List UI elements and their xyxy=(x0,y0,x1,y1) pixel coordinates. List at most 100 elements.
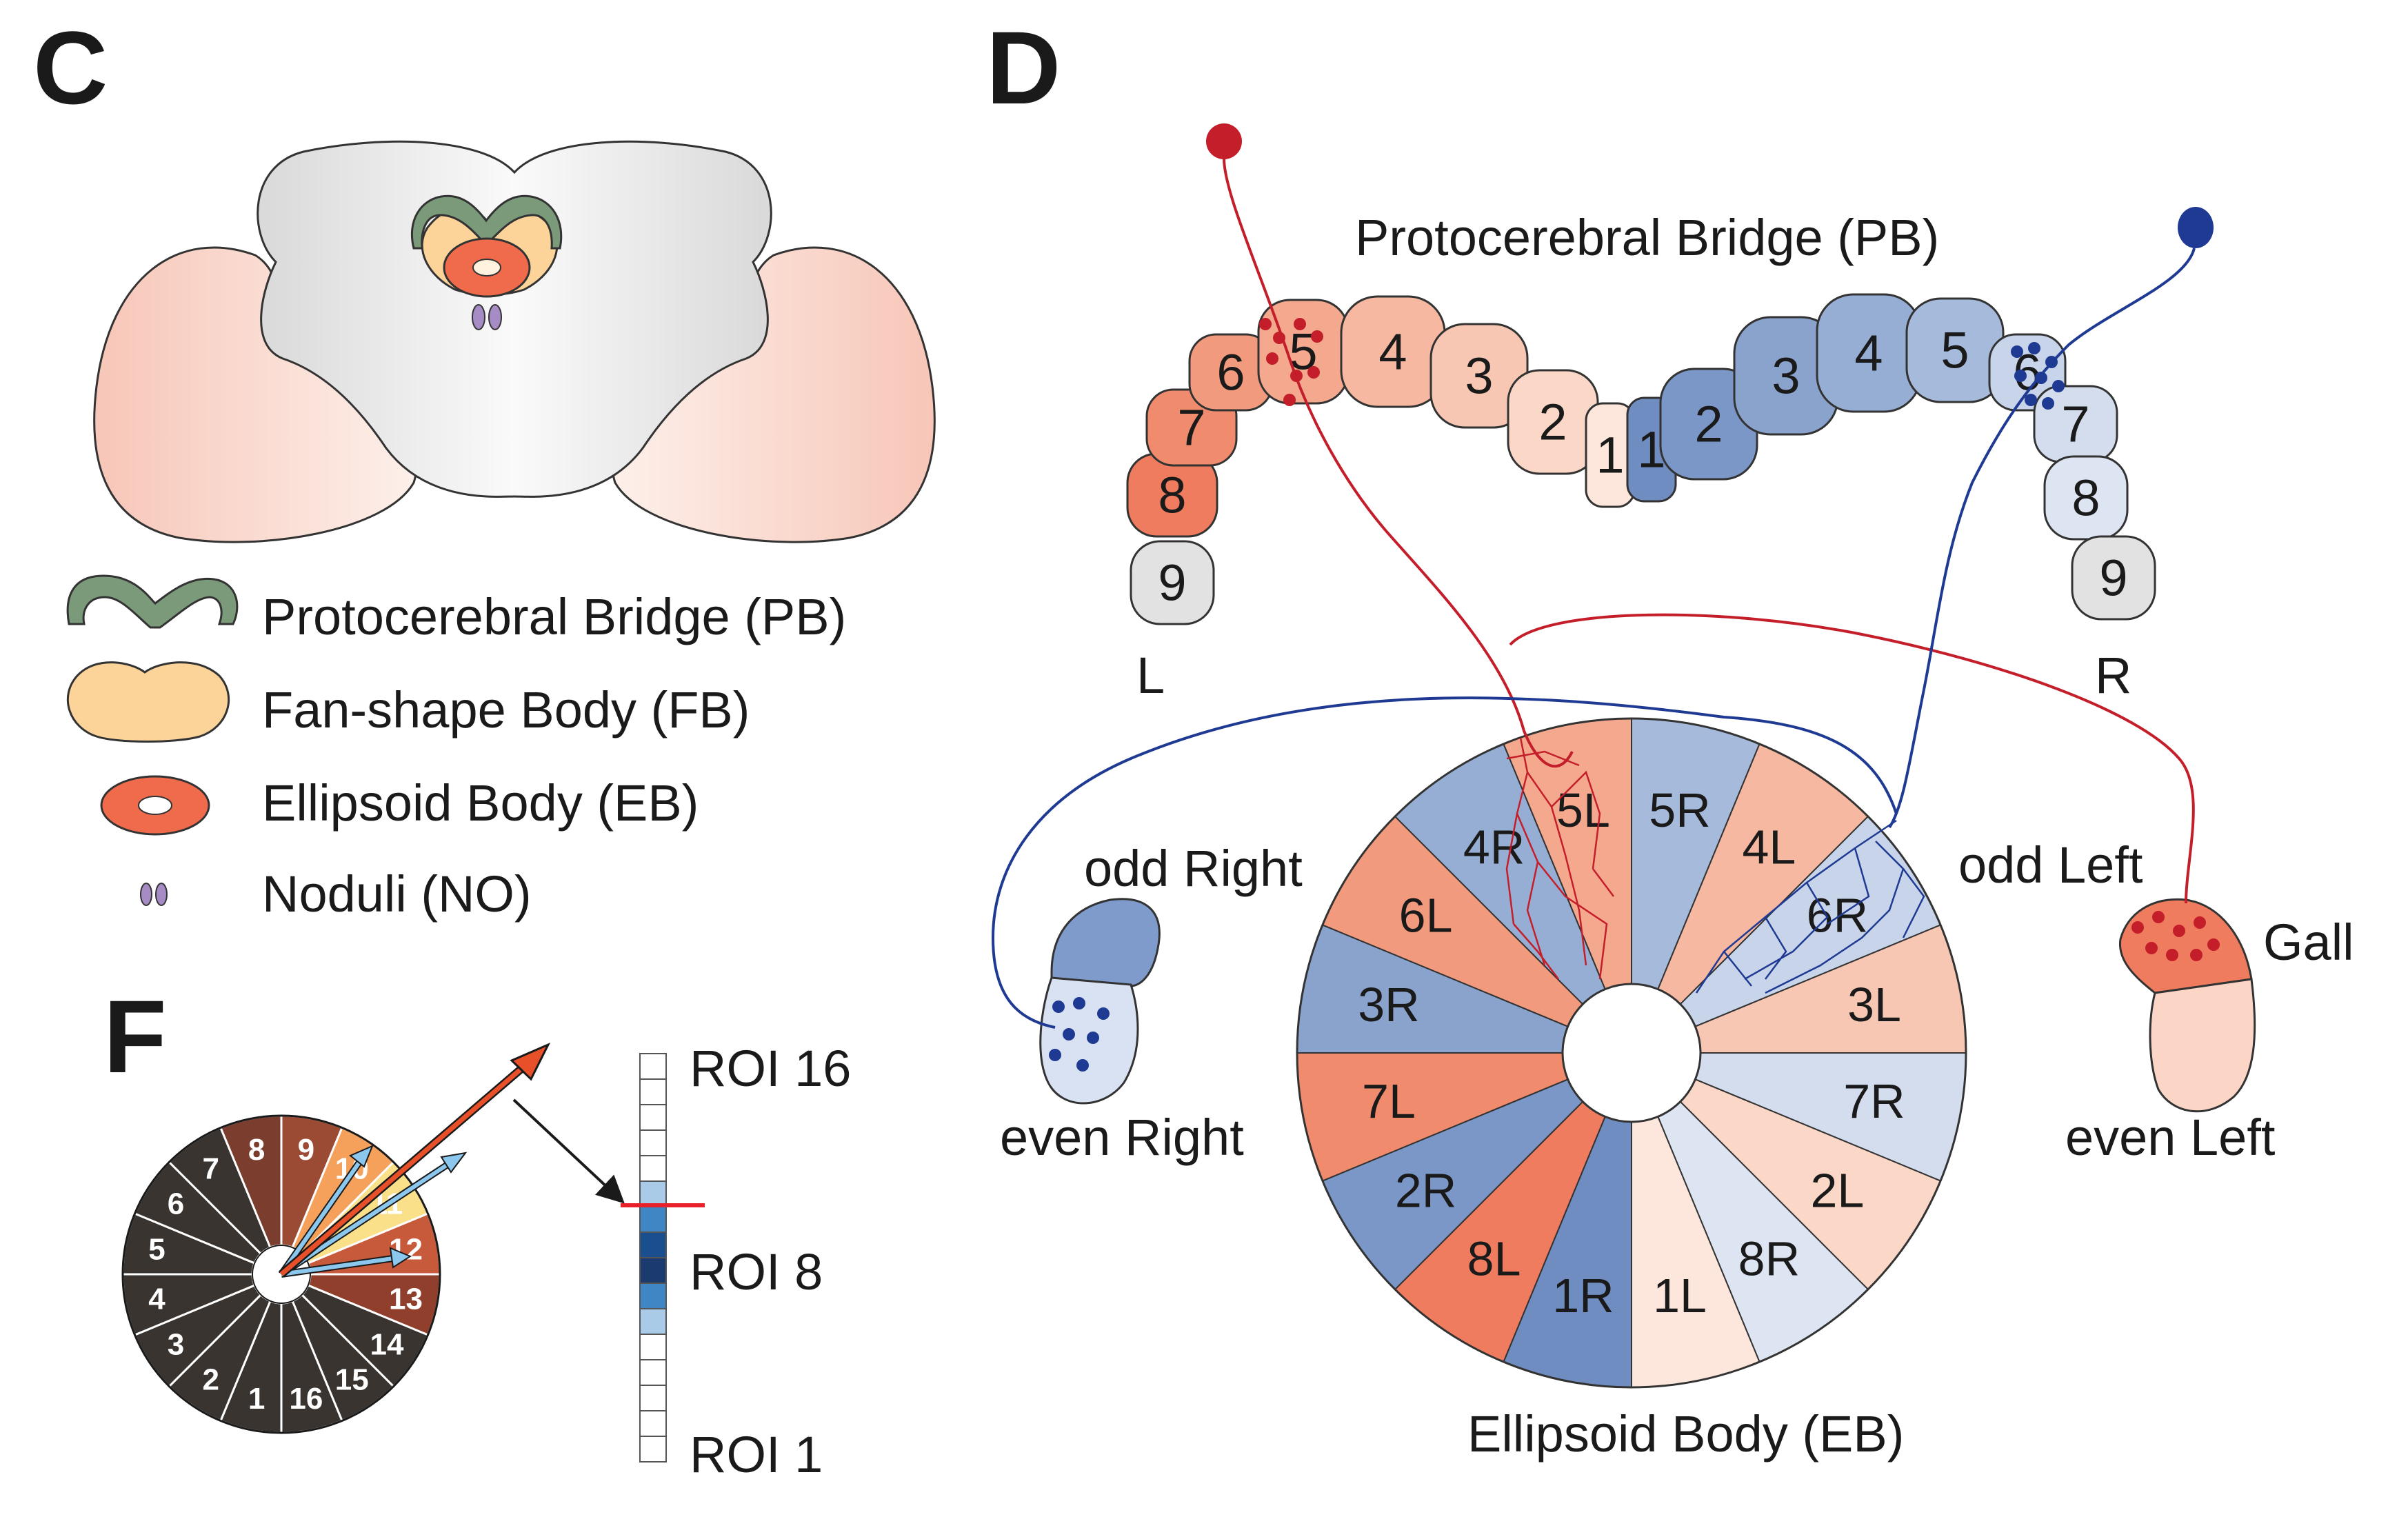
blue-neuron-arbor xyxy=(1695,819,1925,994)
pb-blue-dot xyxy=(2014,370,2027,382)
blue-neuron xyxy=(991,207,2214,1029)
noduli-right xyxy=(488,304,502,330)
blue-vector-3-head xyxy=(389,1247,412,1269)
noduli-left xyxy=(472,304,485,330)
blue-vector-1-head xyxy=(349,1145,374,1168)
roi-wheel-ring xyxy=(121,1114,441,1434)
roi-cell xyxy=(639,1385,667,1411)
gall-red-dot xyxy=(2166,949,2178,961)
roi-cell xyxy=(639,1283,667,1309)
panel-letter-d: D xyxy=(986,10,1061,125)
roi-wedge-label: 9 xyxy=(298,1133,314,1167)
pb-blue-dot xyxy=(2025,394,2037,406)
pb-glomerulus-label: 9 xyxy=(1158,554,1186,612)
pb-glomerulus-right-9 xyxy=(2071,535,2156,621)
pb-red-dot xyxy=(1307,366,1320,379)
eb-wedge-label: 6R xyxy=(1807,889,1868,943)
pb-glomerulus-label: 2 xyxy=(1694,396,1723,453)
legend-fb-label: Fan-shape Body (FB) xyxy=(262,681,750,738)
blue-vector-3-fill xyxy=(281,1256,394,1276)
eb-title: Ellipsoid Body (EB) xyxy=(1467,1405,1904,1462)
pb-glomerulus-label: 4 xyxy=(1854,325,1883,382)
mapping-arrow xyxy=(512,1098,625,1204)
gall-odd-left xyxy=(2118,898,2253,994)
label-gall: Gall xyxy=(2263,914,2354,971)
gall-red-dot xyxy=(2145,942,2158,954)
label-odd-right: odd Right xyxy=(1084,840,1303,897)
brain-schematic xyxy=(93,140,936,543)
legend-no-icon-left xyxy=(140,883,152,906)
eb-small-hole xyxy=(472,259,501,277)
red-population-vector-fill xyxy=(279,1058,533,1276)
pb-glomerulus-label: 8 xyxy=(1158,467,1186,524)
pb-blue-dot xyxy=(2035,372,2047,384)
pb-blue-dot xyxy=(2042,397,2054,410)
label-even-left: even Left xyxy=(2065,1109,2276,1166)
gall-red-dot xyxy=(2194,916,2206,929)
gall-red-dot xyxy=(2173,925,2185,937)
pb-side-right: R xyxy=(2095,647,2131,704)
gall-blue-dot xyxy=(1087,1032,1099,1044)
pb-glomerulus-label: 3 xyxy=(1465,348,1493,405)
legend: Protocerebral Bridge (PB) Fan-shape Body… xyxy=(66,574,846,923)
roi-cell xyxy=(639,1129,667,1156)
gall-blue-dot xyxy=(1063,1028,1075,1041)
eb-wedge-label: 3L xyxy=(1847,978,1901,1032)
eb-wedge-label: 4R xyxy=(1463,821,1525,874)
pb-red-dot xyxy=(1290,370,1303,382)
gall-right-side xyxy=(1039,898,1161,1105)
pb-title: Protocerebral Bridge (PB) xyxy=(1355,209,1939,266)
blue-neuron-soma xyxy=(2178,207,2214,248)
legend-eb-label: Ellipsoid Body (EB) xyxy=(262,774,699,832)
gall-blue-dot xyxy=(1076,1059,1089,1072)
pb-blue-dot xyxy=(2028,342,2040,354)
pb-glomerulus-label: 2 xyxy=(1538,394,1567,451)
roi-wedge-label: 2 xyxy=(203,1363,219,1396)
eb-wedge-label: 1L xyxy=(1653,1269,1707,1323)
roi-wedge-label: 8 xyxy=(248,1133,265,1167)
roi-cell xyxy=(639,1206,667,1233)
pb-glomerulus-label: 8 xyxy=(2071,470,2100,527)
pb-glomerulus-label: 6 xyxy=(1216,344,1245,401)
legend-fb-icon xyxy=(66,661,230,743)
roi-column xyxy=(639,1053,667,1462)
panel-letter-c: C xyxy=(33,10,108,125)
legend-pb-label: Protocerebral Bridge (PB) xyxy=(262,588,846,645)
eb-wedge-label: 6L xyxy=(1399,889,1453,943)
gall-left-side xyxy=(2118,898,2256,1113)
eb-wedge-label: 5R xyxy=(1649,783,1710,837)
roi-cell xyxy=(639,1257,667,1284)
roi-bottom-label: ROI 1 xyxy=(690,1426,823,1483)
pb-glomerulus-label: 1 xyxy=(1596,427,1624,484)
roi-mid-label: ROI 8 xyxy=(690,1243,823,1300)
pb-red-dot xyxy=(1273,332,1285,344)
gall-red-dot xyxy=(2207,938,2220,951)
roi-wedge-label: 4 xyxy=(148,1282,165,1316)
red-vector-head xyxy=(510,1042,551,1081)
central-brain xyxy=(257,140,772,498)
red-neuron xyxy=(1206,123,2195,980)
roi-top-label: ROI 16 xyxy=(690,1040,851,1097)
legend-eb-hole xyxy=(138,796,172,815)
pb-red-dot xyxy=(1294,318,1306,330)
pb-blue-dots xyxy=(2011,342,2065,410)
roi-wedge-label: 7 xyxy=(203,1152,219,1186)
eb-wedge-label: 8R xyxy=(1738,1232,1800,1285)
eb-wedge-label: 2R xyxy=(1395,1163,1456,1217)
red-neuron-axon-gall xyxy=(1509,613,2195,904)
gall-blue-dot xyxy=(1097,1007,1110,1020)
pb-blue-dot xyxy=(2052,380,2065,392)
eb-outer-ring xyxy=(1296,717,1967,1389)
roi-cell xyxy=(639,1078,667,1105)
gall-odd-right xyxy=(1050,898,1161,987)
eb-wedge-label: 5L xyxy=(1556,783,1610,837)
blue-vector-1-fill xyxy=(279,1157,364,1276)
pb-red-dot xyxy=(1259,318,1272,330)
gall-blue-dot xyxy=(1049,1049,1061,1061)
gall-red-dot xyxy=(2152,911,2165,923)
roi-cell xyxy=(639,1232,667,1258)
roi-wedge-label: 16 xyxy=(289,1382,323,1416)
pb-glomerulus-label: 9 xyxy=(2099,550,2127,607)
panel-letter-f: F xyxy=(103,978,167,1094)
